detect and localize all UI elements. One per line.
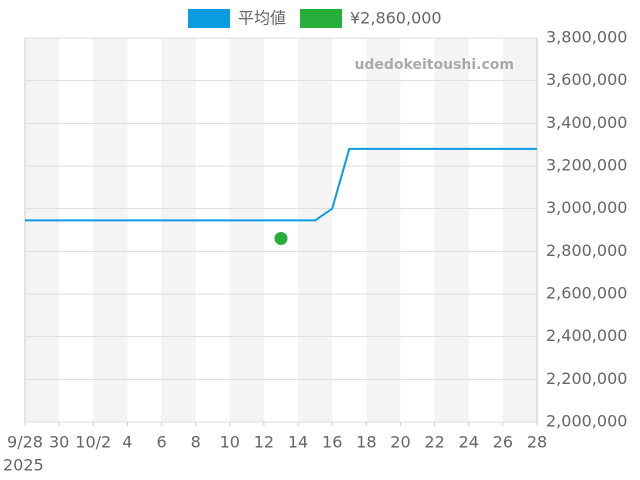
x-tick-label: 28: [527, 433, 547, 452]
legend-swatch: [188, 9, 230, 28]
y-tick-label: 2,800,000: [546, 241, 627, 260]
x-tick-label: 24: [459, 433, 479, 452]
y-tick-label: 2,600,000: [546, 284, 627, 303]
x-tick-label: 6: [156, 433, 166, 452]
y-tick-label: 2,200,000: [546, 369, 627, 388]
y-tick-label: 2,000,000: [546, 412, 627, 431]
line: [25, 147, 537, 222]
band: [229, 38, 264, 422]
x-tick-label: 14: [288, 433, 308, 452]
x-tick-label: 10: [220, 433, 240, 452]
legend-swatch: [300, 9, 342, 28]
legend-label: 平均値: [238, 9, 286, 28]
band: [161, 38, 196, 422]
band: [502, 38, 537, 422]
point: [274, 232, 288, 246]
x-tick-label: 22: [424, 433, 444, 452]
band: [25, 38, 60, 422]
y-tick-label: 2,400,000: [546, 326, 627, 345]
x-year-label: 2025: [3, 456, 44, 475]
x-tick-label: 10/2: [75, 433, 111, 452]
y-tick-label: 3,800,000: [546, 28, 627, 47]
x-tick-label: 12: [254, 433, 274, 452]
x-tick-label: 8: [191, 433, 201, 452]
y-tick-label: 3,200,000: [546, 156, 627, 175]
x-tick-label: 4: [122, 433, 132, 452]
x-tick-label: 9/28: [7, 433, 43, 452]
x-tick-label: 30: [49, 433, 69, 452]
y-tick-label: 3,600,000: [546, 70, 627, 89]
watermark: udedokeitoushi.com: [354, 57, 514, 73]
band: [434, 38, 469, 422]
x-tick-label: 16: [322, 433, 342, 452]
legend-label: ¥2,860,000: [350, 9, 442, 28]
x-tick-label: 18: [356, 433, 376, 452]
y-tick-label: 3,400,000: [546, 113, 627, 132]
band: [93, 38, 128, 422]
band: [298, 38, 333, 422]
background-bands: [25, 38, 537, 422]
x-tick-label: 26: [493, 433, 513, 452]
x-tick-label: 20: [390, 433, 410, 452]
y-tick-label: 3,000,000: [546, 198, 627, 217]
band: [366, 38, 401, 422]
